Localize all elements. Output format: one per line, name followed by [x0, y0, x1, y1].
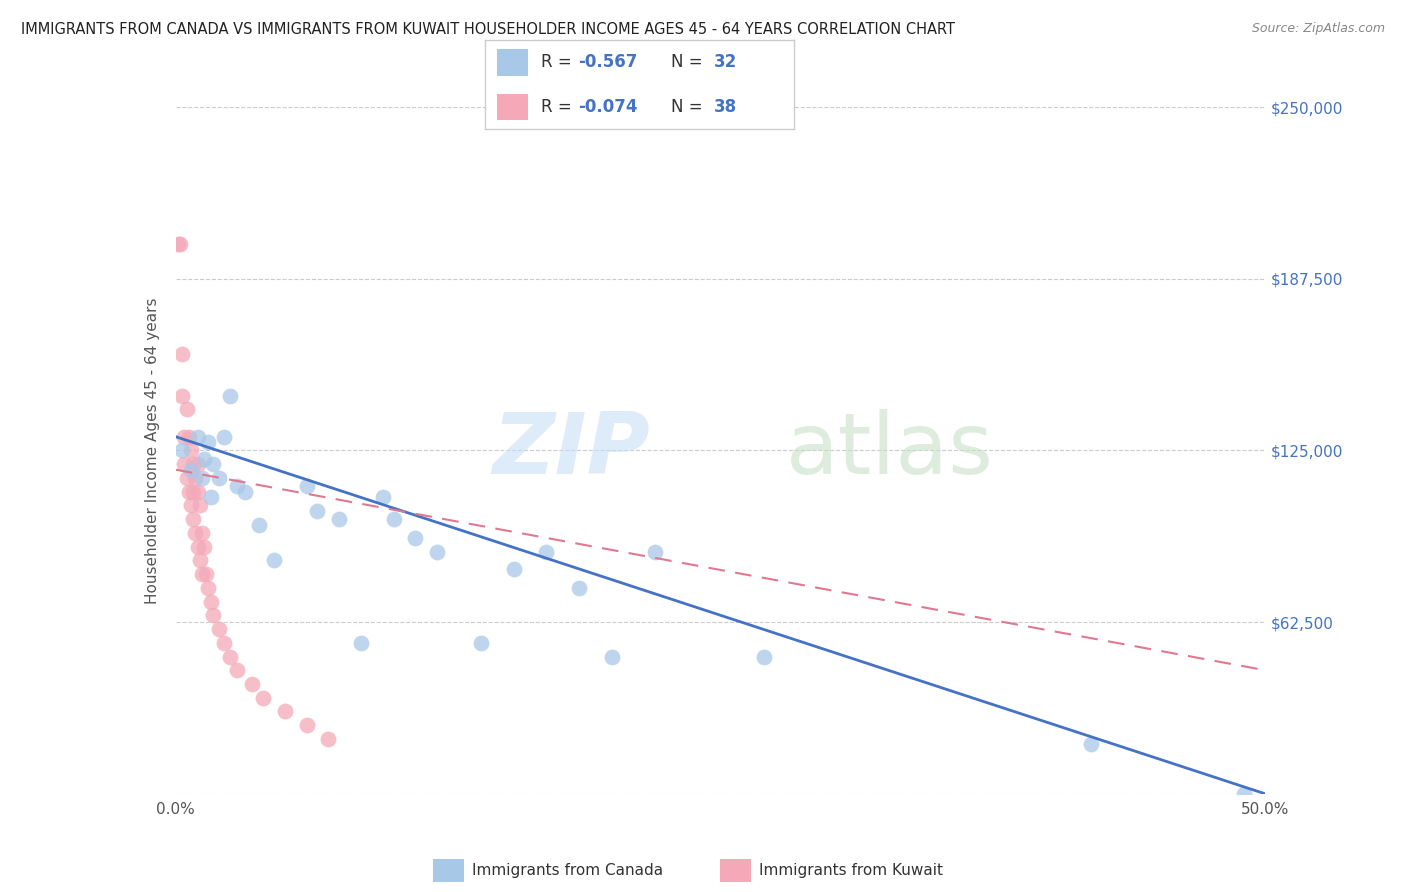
Point: [193, 451, 215, 466]
Point: [191, 525, 214, 540]
Point: [307, 504, 329, 518]
Text: Immigrants from Kuwait: Immigrants from Kuwait: [759, 863, 943, 878]
Point: [181, 457, 204, 471]
Point: [212, 636, 235, 650]
Point: [173, 457, 195, 471]
Text: IMMIGRANTS FROM CANADA VS IMMIGRANTS FROM KUWAIT HOUSEHOLDER INCOME AGES 45 - 64: IMMIGRANTS FROM CANADA VS IMMIGRANTS FRO…: [21, 22, 955, 37]
Text: N =: N =: [671, 98, 707, 116]
Point: [184, 525, 207, 540]
Point: [502, 561, 524, 575]
Text: -0.567: -0.567: [578, 54, 637, 71]
Point: [382, 512, 405, 526]
Point: [600, 649, 623, 664]
Point: [186, 430, 209, 444]
Point: [200, 490, 222, 504]
Point: [167, 237, 190, 252]
Point: [172, 347, 194, 361]
Point: [328, 512, 350, 526]
Point: [191, 471, 214, 485]
Point: [219, 649, 242, 664]
Point: [318, 731, 340, 746]
Text: -0.074: -0.074: [578, 98, 637, 116]
Point: [172, 443, 194, 458]
Point: [173, 430, 195, 444]
Point: [274, 705, 297, 719]
Point: [172, 388, 194, 402]
Bar: [720, 859, 751, 882]
Point: [247, 517, 270, 532]
Point: [212, 430, 235, 444]
Point: [1232, 787, 1256, 801]
Point: [470, 636, 492, 650]
Point: [186, 484, 209, 499]
Point: [225, 663, 247, 677]
Point: [195, 567, 218, 582]
Point: [188, 499, 211, 513]
Point: [208, 622, 231, 636]
Text: Immigrants from Canada: Immigrants from Canada: [472, 863, 664, 878]
Point: [181, 512, 204, 526]
Point: [193, 540, 215, 554]
Point: [219, 388, 242, 402]
Bar: [433, 859, 464, 882]
Point: [235, 484, 257, 499]
Text: 32: 32: [714, 54, 737, 71]
Point: [177, 484, 200, 499]
Point: [405, 532, 427, 546]
Point: [177, 430, 200, 444]
Text: R =: R =: [541, 54, 576, 71]
Point: [169, 237, 191, 252]
Point: [180, 499, 202, 513]
Point: [181, 484, 204, 499]
Point: [184, 471, 207, 485]
Point: [186, 457, 209, 471]
Y-axis label: Householder Income Ages 45 - 64 years: Householder Income Ages 45 - 64 years: [145, 297, 160, 604]
Point: [426, 545, 449, 559]
Point: [176, 471, 198, 485]
Point: [180, 463, 202, 477]
Point: [252, 690, 274, 705]
Point: [568, 581, 591, 595]
Bar: [498, 94, 529, 120]
Text: N =: N =: [671, 54, 707, 71]
Point: [371, 490, 394, 504]
Point: [200, 594, 222, 608]
Text: R =: R =: [541, 98, 576, 116]
Point: [197, 581, 219, 595]
Point: [263, 553, 285, 567]
Point: [295, 479, 318, 493]
Point: [201, 457, 224, 471]
Point: [534, 545, 557, 559]
Text: Source: ZipAtlas.com: Source: ZipAtlas.com: [1251, 22, 1385, 36]
Point: [186, 540, 209, 554]
Point: [208, 471, 231, 485]
Bar: [498, 49, 529, 76]
Point: [1080, 738, 1102, 752]
Point: [176, 402, 198, 417]
Point: [225, 479, 247, 493]
Point: [295, 718, 318, 732]
Text: ZIP: ZIP: [492, 409, 650, 492]
Point: [188, 553, 211, 567]
Point: [644, 545, 666, 559]
Point: [197, 435, 219, 450]
Point: [180, 443, 202, 458]
Point: [191, 567, 214, 582]
Point: [350, 636, 373, 650]
Point: [201, 608, 224, 623]
Point: [754, 649, 776, 664]
Text: atlas: atlas: [786, 409, 994, 492]
Text: 38: 38: [714, 98, 737, 116]
Point: [240, 677, 263, 691]
